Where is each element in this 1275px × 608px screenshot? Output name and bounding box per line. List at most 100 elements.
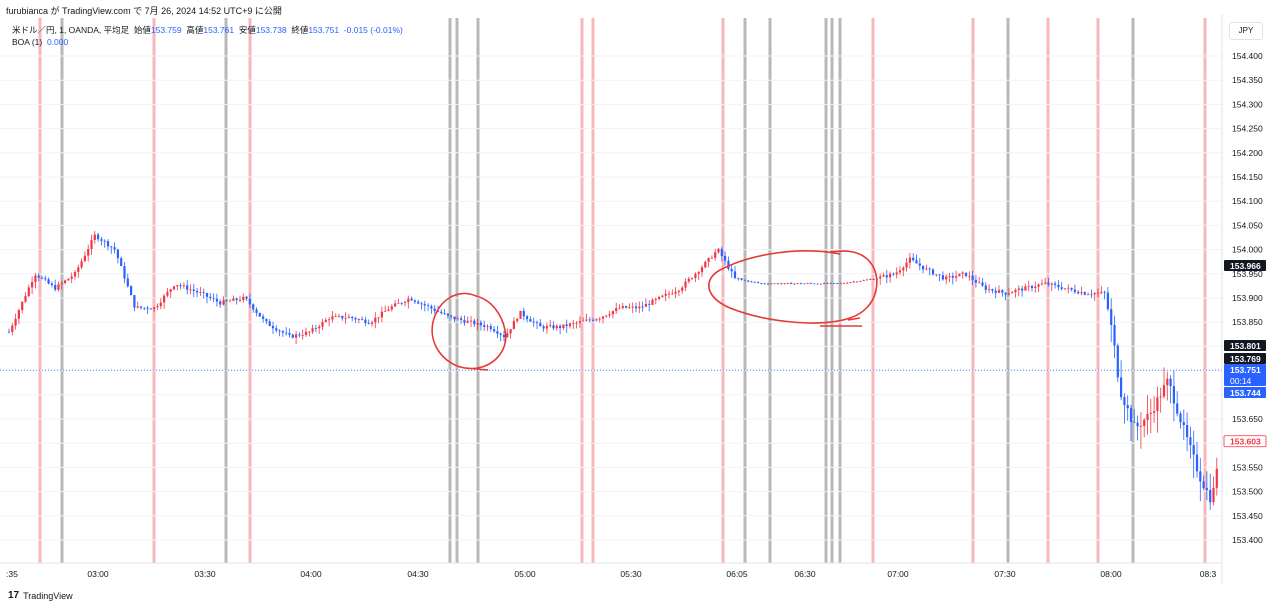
gray-session-band — [1131, 18, 1135, 563]
time-axis[interactable]: :35 03:00 03:30 04:00 04:30 05:00 05:30 06:05 06… — [6, 569, 1217, 579]
candle-body — [47, 279, 50, 284]
candle-body — [252, 304, 255, 310]
candle-body — [991, 289, 994, 291]
candle-body — [1011, 292, 1014, 294]
candle-body — [1123, 397, 1126, 406]
candle-body — [430, 306, 433, 309]
price-tick-label: 154.100 — [1232, 196, 1263, 206]
candle-body — [539, 323, 542, 327]
candle-body — [301, 334, 304, 336]
candle-body — [598, 318, 601, 320]
candle-body — [796, 283, 799, 285]
candle-body — [436, 310, 440, 312]
price-tick-label: 154.250 — [1232, 124, 1263, 134]
candle-body — [113, 247, 116, 250]
price-tick-label: 154.000 — [1232, 245, 1263, 255]
candle-body — [1034, 286, 1037, 289]
price-axis[interactable]: 154.400 154.350 154.300 154.250 154.200 154.1… — [1232, 51, 1263, 545]
candle-body — [1169, 378, 1172, 387]
candle-body — [1129, 408, 1133, 422]
candle-body — [892, 273, 895, 275]
candle-body — [588, 319, 591, 321]
candle-body — [859, 280, 862, 282]
tradingview-logo[interactable]: 17 TradingView — [8, 590, 73, 601]
candle-body — [192, 289, 195, 291]
candle-body — [1159, 396, 1162, 398]
price-tick-label: 153.400 — [1232, 535, 1263, 545]
candle-body — [281, 331, 284, 333]
candle-body — [661, 295, 664, 297]
gray-session-band — [830, 18, 834, 563]
legend-indicator-row: BOA (1) 0.000 — [12, 36, 403, 48]
price-tick-label: 153.850 — [1232, 317, 1263, 327]
candle-body — [948, 275, 951, 277]
candle-body — [922, 265, 925, 270]
indicator-name[interactable]: BOA (1) — [12, 37, 43, 47]
candle-body — [555, 325, 558, 329]
candle-body — [311, 328, 314, 332]
candle-body — [219, 301, 222, 305]
candle-body — [955, 276, 958, 278]
candle-body — [826, 283, 829, 284]
candle-body — [512, 320, 515, 330]
time-tick-label: 08:00 — [1100, 569, 1122, 579]
candle-body — [229, 300, 232, 302]
candle-body — [1182, 422, 1185, 426]
candle-body — [1060, 287, 1063, 289]
candle-body — [209, 296, 212, 298]
candle-body — [549, 325, 552, 327]
candle-body — [816, 283, 819, 285]
candle-body — [671, 293, 674, 295]
legend-open-label: 始値 — [133, 25, 151, 35]
candle-body — [997, 290, 1001, 293]
candle-body — [427, 305, 430, 307]
candle-body — [1001, 290, 1004, 293]
price-tick-label: 154.350 — [1232, 75, 1263, 85]
legend: 米ドル／円, 1, OANDA, 平均足 始値153.759 高値153.761… — [12, 24, 403, 48]
candle-body — [57, 284, 60, 290]
time-tick-label: 07:00 — [887, 569, 909, 579]
candle-body — [331, 316, 334, 320]
countdown-label: 00:14 — [1230, 376, 1252, 386]
time-tick-label: 03:30 — [194, 569, 216, 579]
red-session-band — [871, 18, 875, 563]
gray-session-band — [455, 18, 459, 563]
legend-symbol[interactable]: 米ドル／円, 1, OANDA, 平均足 — [12, 25, 130, 35]
candle-body — [951, 275, 954, 278]
candle-body — [483, 325, 486, 327]
candle-body — [268, 321, 271, 327]
candle-body — [262, 316, 265, 319]
candle-body — [1192, 445, 1195, 455]
candle-body — [1021, 288, 1024, 291]
currency-button[interactable]: JPY — [1229, 22, 1263, 40]
candle-body — [248, 298, 251, 305]
candle-body — [915, 260, 918, 264]
candle-body — [568, 323, 572, 327]
candle-body — [324, 319, 327, 322]
candle-body — [971, 275, 974, 280]
candle-body — [1083, 292, 1086, 295]
candle-body — [1126, 405, 1129, 409]
candle-body — [509, 329, 512, 334]
candle-body — [529, 319, 532, 322]
session-bands — [38, 18, 1207, 563]
price-label-text: 153.744 — [1230, 388, 1261, 398]
candle-body — [724, 256, 727, 261]
candle-body — [403, 302, 407, 304]
candle-body — [176, 285, 179, 287]
candle-body — [654, 298, 657, 300]
candle-body — [1146, 413, 1149, 420]
candle-body — [40, 277, 44, 279]
candle-body — [169, 289, 172, 292]
candle-body — [120, 258, 123, 267]
candle-body — [902, 267, 905, 271]
candle-body — [1120, 377, 1123, 398]
price-label-box — [1223, 435, 1267, 448]
candle-body — [1070, 287, 1073, 290]
red-session-band — [152, 18, 156, 563]
candle-body — [493, 329, 496, 332]
candle-body — [747, 280, 750, 282]
candle-body — [585, 319, 588, 321]
